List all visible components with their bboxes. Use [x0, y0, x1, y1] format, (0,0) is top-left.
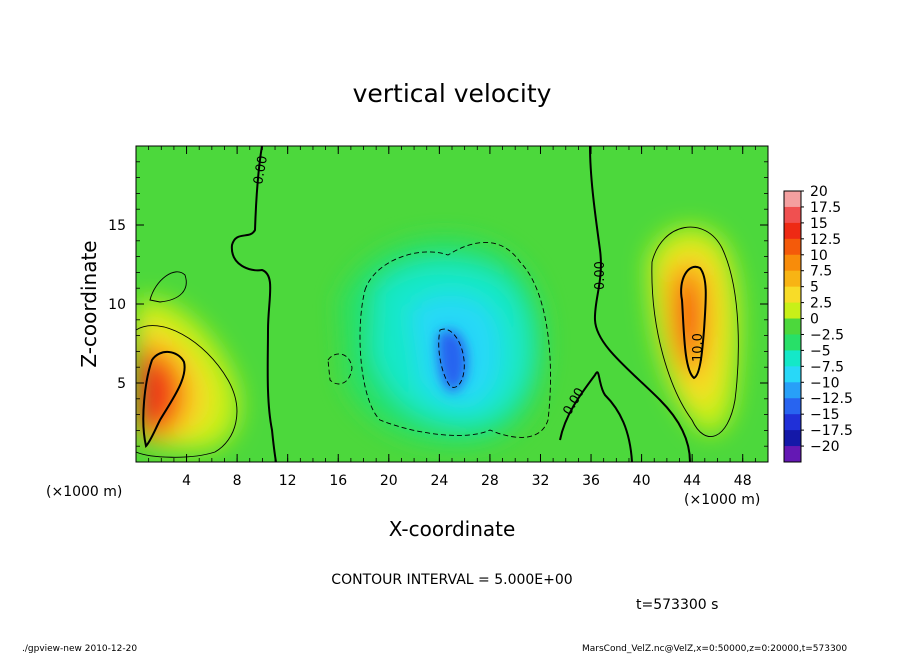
colorbar-swatch [784, 318, 801, 335]
colorbar-swatch [784, 302, 801, 320]
x-tick-label: 16 [329, 473, 347, 489]
x-tick-label: 32 [532, 473, 550, 489]
x-tick-label: 12 [279, 473, 297, 489]
colorbar-swatch [784, 238, 801, 256]
colorbar-label: 0 [810, 312, 819, 328]
colorbar-label: 2.5 [810, 296, 832, 312]
colorbar-label: −20 [810, 439, 840, 455]
colorbar-label: −2.5 [810, 327, 844, 343]
y-axis-title: Z-coordinate [77, 240, 101, 367]
colorbar-swatch [784, 286, 801, 304]
x-tick-label: 4 [182, 473, 191, 489]
colorbar-label: −17.5 [810, 423, 853, 439]
positive-contours [136, 226, 739, 458]
colorbar-swatch [784, 191, 801, 208]
colorbar-label: 20 [810, 184, 828, 200]
colorbar-swatch [784, 382, 801, 399]
colorbar-swatch [784, 254, 801, 272]
colorbar-label: 12.5 [810, 232, 841, 248]
colorbar-frame [783, 190, 802, 463]
x-unit-label-right: (×1000 m) [684, 492, 760, 508]
x-tick-label: 48 [734, 473, 752, 489]
y-tick-label: 5 [117, 376, 126, 392]
heatmap-field [136, 146, 768, 462]
colorbar-swatch [784, 446, 801, 463]
x-tick-label: 40 [633, 473, 651, 489]
colorbar-label: −10 [810, 375, 840, 391]
updraft-right-region [648, 226, 740, 434]
colorbar-swatch [784, 222, 801, 240]
colorbar-label: 7.5 [810, 264, 832, 280]
colorbar-swatch [784, 334, 801, 351]
colorbar-label: 10 [810, 248, 828, 264]
colorbar-label: −7.5 [810, 359, 844, 375]
colorbar-label: 15 [810, 216, 828, 232]
zero-contours [142, 146, 707, 462]
colorbar-swatch [784, 206, 801, 224]
colorbar-label: 5 [810, 280, 819, 296]
colorbar-label: 17.5 [810, 200, 841, 216]
x-tick-label: 24 [430, 473, 448, 489]
x-tick-label: 36 [582, 473, 600, 489]
colorbar-label: −5 [810, 343, 831, 359]
x-tick-label: 20 [380, 473, 398, 489]
colorbar: 2017.51512.5107.552.50−2.5−5−7.5−10−12.5… [783, 184, 853, 463]
colorbar-swatch [784, 270, 801, 288]
colorbar-swatch [784, 350, 801, 367]
x-unit-label-left: (×1000 m) [46, 484, 122, 500]
colorbar-swatch [784, 430, 801, 447]
contour-label: 0.00 [251, 155, 271, 186]
x-tick-label: 44 [683, 473, 701, 489]
x-axis-title: X-coordinate [389, 517, 516, 541]
contour-label: 0.00 [593, 261, 608, 290]
footer-right: MarsCond_VelZ.nc@VelZ,x=0:50000,z=0:2000… [582, 644, 847, 654]
y-tick-label: 10 [108, 297, 126, 313]
time-label: t=573300 s [636, 597, 718, 613]
y-tick-label: 15 [108, 218, 126, 234]
contour-interval: CONTOUR INTERVAL = 5.000E+00 [331, 572, 572, 588]
colorbar-label: −12.5 [810, 391, 853, 407]
footer-left: ./gpview-new 2010-12-20 [22, 644, 137, 654]
chart-title: vertical velocity [353, 79, 552, 108]
colorbar-label: −15 [810, 407, 840, 423]
contour-label: 10.0 [691, 333, 706, 362]
colorbar-swatch [784, 398, 801, 415]
colorbar-swatch [784, 366, 801, 383]
x-axis: 4 8 12 16 20 24 28 32 36 40 44 48 [148, 146, 756, 489]
x-tick-label: 8 [233, 473, 242, 489]
colorbar-swatch [784, 414, 801, 431]
y-axis: 5 10 15 [108, 161, 768, 447]
negative-contours [327, 242, 551, 438]
x-tick-label: 28 [481, 473, 499, 489]
